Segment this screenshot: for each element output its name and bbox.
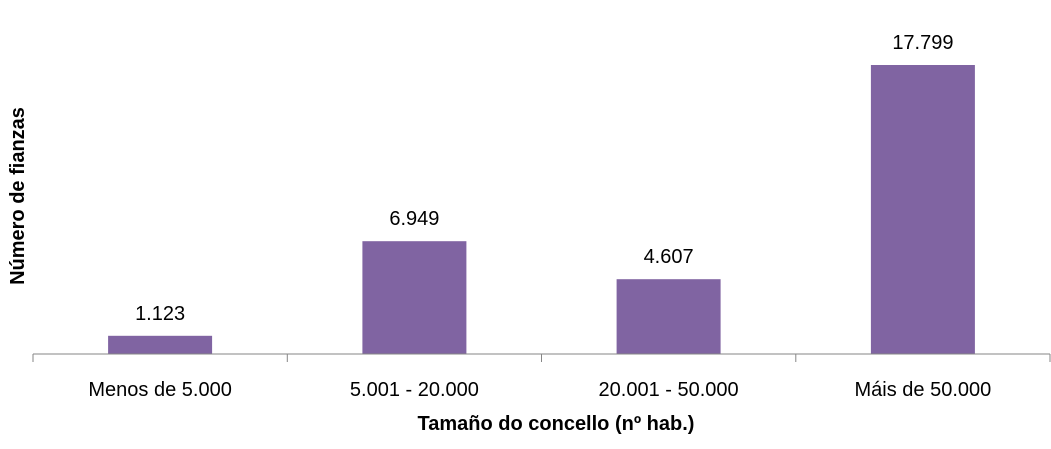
x-axis-ticks	[32, 354, 1051, 362]
bar	[870, 65, 975, 354]
bar	[108, 335, 213, 354]
x-tick-label: Menos de 5.000	[88, 379, 231, 401]
data-label: 1.123	[135, 303, 185, 325]
data-label: 4.607	[644, 246, 694, 268]
bar	[616, 279, 721, 354]
x-tick-label: 20.001 - 50.000	[599, 379, 739, 401]
data-label: 17.799	[892, 32, 953, 54]
bar	[362, 241, 467, 354]
x-axis-title: Tamaño do concello (nº hab.)	[418, 413, 695, 435]
data-labels-layer: 1.123 6.949 4.607 17.799	[135, 32, 953, 325]
x-tick-label: Máis de 50.000	[855, 379, 992, 401]
y-axis-title: Número de fianzas	[7, 107, 29, 285]
data-label: 6.949	[389, 208, 439, 230]
bars-layer	[108, 65, 975, 354]
x-axis-tick-labels: Menos de 5.000 5.001 - 20.000 20.001 - 50.…	[88, 379, 991, 401]
x-tick-label: 5.001 - 20.000	[350, 379, 479, 401]
